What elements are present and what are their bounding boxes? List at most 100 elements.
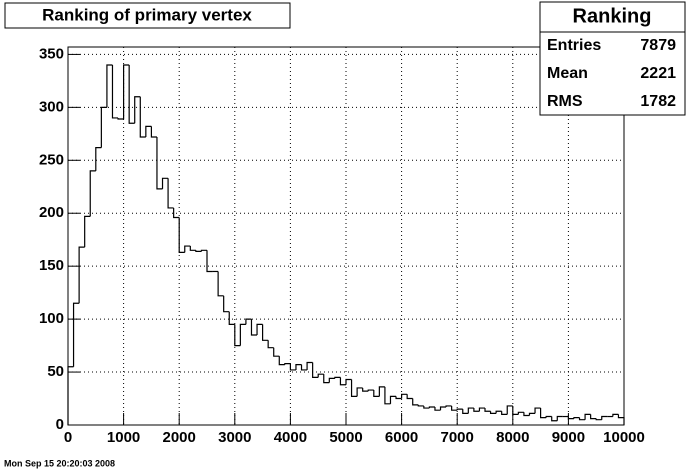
histogram-bin [540, 408, 547, 419]
histogram-bin [323, 374, 330, 384]
histogram-bin [545, 415, 552, 418]
stats-value: 2221 [640, 65, 676, 82]
histogram-bin [373, 390, 380, 398]
histogram-bin [184, 245, 191, 253]
stats-title: Ranking [573, 5, 652, 27]
histogram-bin [223, 295, 230, 313]
histogram-bin [300, 364, 308, 371]
timestamp: Mon Sep 15 20:20:03 2008 [4, 458, 115, 468]
histogram-bin [451, 405, 458, 411]
histogram-bin [100, 106, 107, 148]
histogram-bin [484, 408, 491, 412]
histogram-bin [95, 146, 102, 171]
x-tick-label: 9000 [552, 429, 585, 446]
histogram-bin [178, 217, 185, 254]
histogram-bin [367, 389, 374, 392]
title-box [4, 2, 291, 29]
histogram-bin [595, 418, 602, 421]
chart-title: Ranking of primary vertex [42, 5, 252, 24]
histogram-bin [467, 407, 474, 414]
histogram-bin [117, 117, 124, 120]
histogram-bin [617, 414, 625, 425]
histogram-bin [256, 323, 263, 335]
stats-value: 1782 [640, 93, 676, 110]
stats-label: Mean [547, 65, 588, 82]
histogram-bin [590, 414, 597, 420]
histogram-bin [72, 302, 80, 367]
histogram-bin [428, 406, 435, 409]
histogram-bin [462, 409, 469, 414]
histogram-bin [439, 406, 447, 411]
histogram-bin [434, 407, 441, 411]
histogram-bin [406, 394, 413, 400]
histogram-bin [139, 96, 146, 138]
histogram-bin [267, 340, 274, 349]
histogram-bin [250, 319, 258, 336]
histogram-bin [84, 215, 91, 248]
histogram-bin [445, 405, 452, 407]
histogram-bin [317, 373, 324, 378]
histogram-bin [573, 416, 580, 419]
histogram-bin [456, 408, 463, 411]
histogram-bin [89, 170, 96, 217]
histogram-bin [156, 137, 163, 190]
histogram-bin [362, 387, 369, 392]
histogram-bin [512, 405, 519, 416]
histogram-bin [578, 417, 586, 421]
histogram-bin [245, 318, 252, 325]
x-tick-label: 7000 [441, 429, 474, 446]
histogram-bin [262, 324, 269, 341]
histogram-bin [350, 379, 358, 398]
histogram-bin [273, 347, 280, 357]
histogram-bin [478, 407, 485, 412]
histogram-bin [423, 405, 430, 409]
histogram-bin [111, 65, 119, 119]
x-tick-label: 1000 [107, 429, 140, 446]
histogram-bin [295, 364, 302, 370]
stats-box [539, 1, 686, 116]
stats-label: Entries [547, 37, 601, 54]
x-tick-label: 4000 [274, 429, 307, 446]
histogram-bin [489, 411, 497, 414]
y-tick-label: 50 [47, 363, 64, 380]
histogram-bin [567, 416, 574, 420]
histogram-bin [339, 377, 346, 386]
histogram-bin [228, 311, 235, 326]
histogram-bin [384, 386, 391, 405]
histogram-bin [556, 415, 563, 421]
histogram-bin [501, 411, 508, 416]
histogram-bin [106, 64, 113, 108]
x-tick-label: 6000 [385, 429, 418, 446]
histogram-bin [167, 178, 174, 209]
x-tick-label: 3000 [218, 429, 251, 446]
histogram-bin [67, 366, 74, 425]
histogram-bin [284, 362, 291, 365]
histogram-bin [128, 65, 135, 124]
histogram-bin [601, 415, 608, 420]
histogram-bin [312, 362, 319, 378]
histogram-bin [389, 395, 397, 404]
x-tick-label: 5000 [329, 429, 362, 446]
histogram-bin [328, 377, 335, 383]
histogram-bin [612, 413, 619, 417]
histogram-bin [378, 386, 385, 397]
y-tick-label: 100 [39, 310, 64, 327]
histogram-bin [289, 363, 296, 371]
histogram-bin [417, 404, 424, 407]
y-tick-label: 0 [56, 416, 64, 433]
histogram-bin [506, 405, 513, 415]
histogram-bin [195, 250, 202, 252]
stats-label: RMS [547, 93, 583, 110]
histogram-bin [173, 207, 180, 219]
histogram-bin [345, 378, 352, 385]
stats-value: 7879 [640, 37, 676, 54]
x-tick-label: 0 [64, 429, 72, 446]
y-tick-label: 150 [39, 257, 64, 274]
histogram-bin [534, 407, 541, 414]
histogram-bin [78, 246, 85, 304]
x-tick-label: 8000 [496, 429, 529, 446]
histogram-bin [150, 126, 157, 138]
histogram-bin [234, 324, 241, 347]
histogram-bin [334, 376, 341, 379]
